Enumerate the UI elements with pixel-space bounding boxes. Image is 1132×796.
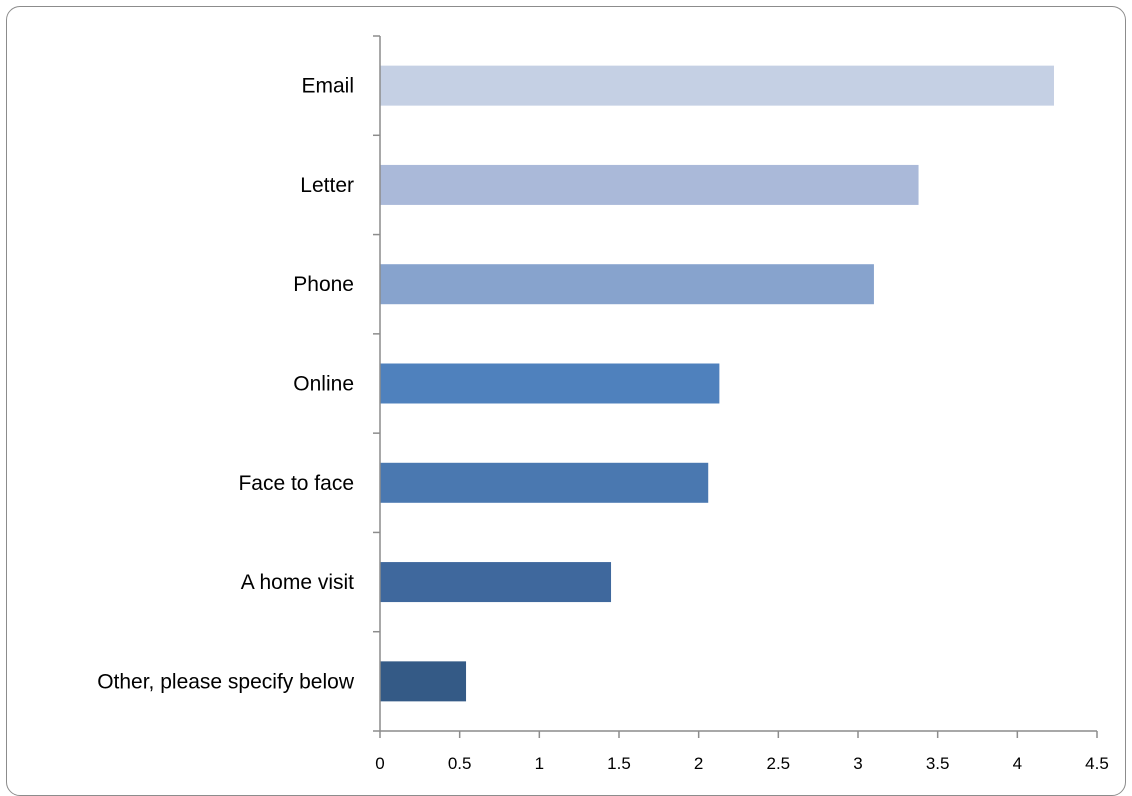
category-label: Email	[301, 75, 354, 98]
category-label: Phone	[293, 273, 354, 296]
x-tick-label: 2	[694, 754, 703, 773]
bar-face-to-face	[380, 462, 709, 503]
x-tick-label: 0	[375, 754, 384, 773]
bar-other-please-specify-below	[380, 661, 467, 702]
x-tick-label: 4.5	[1085, 754, 1109, 773]
category-label: Online	[293, 373, 354, 396]
x-tick-label: 0.5	[448, 754, 472, 773]
bar-email	[380, 65, 1054, 106]
x-tick-label: 3	[853, 754, 862, 773]
x-tick-label: 2.5	[767, 754, 791, 773]
bar-phone	[380, 264, 874, 305]
x-tick-label: 1	[535, 754, 544, 773]
category-label: Other, please specify below	[97, 670, 355, 693]
category-label: Face to face	[238, 472, 354, 495]
bar-a-home-visit	[380, 562, 612, 603]
category-label: A home visit	[241, 571, 354, 594]
x-tick-label: 3.5	[926, 754, 950, 773]
category-label: Letter	[300, 174, 354, 197]
bar-online	[380, 363, 720, 404]
x-tick-label: 4	[1013, 754, 1022, 773]
x-tick-label: 1.5	[607, 754, 631, 773]
bar-letter	[380, 164, 919, 205]
